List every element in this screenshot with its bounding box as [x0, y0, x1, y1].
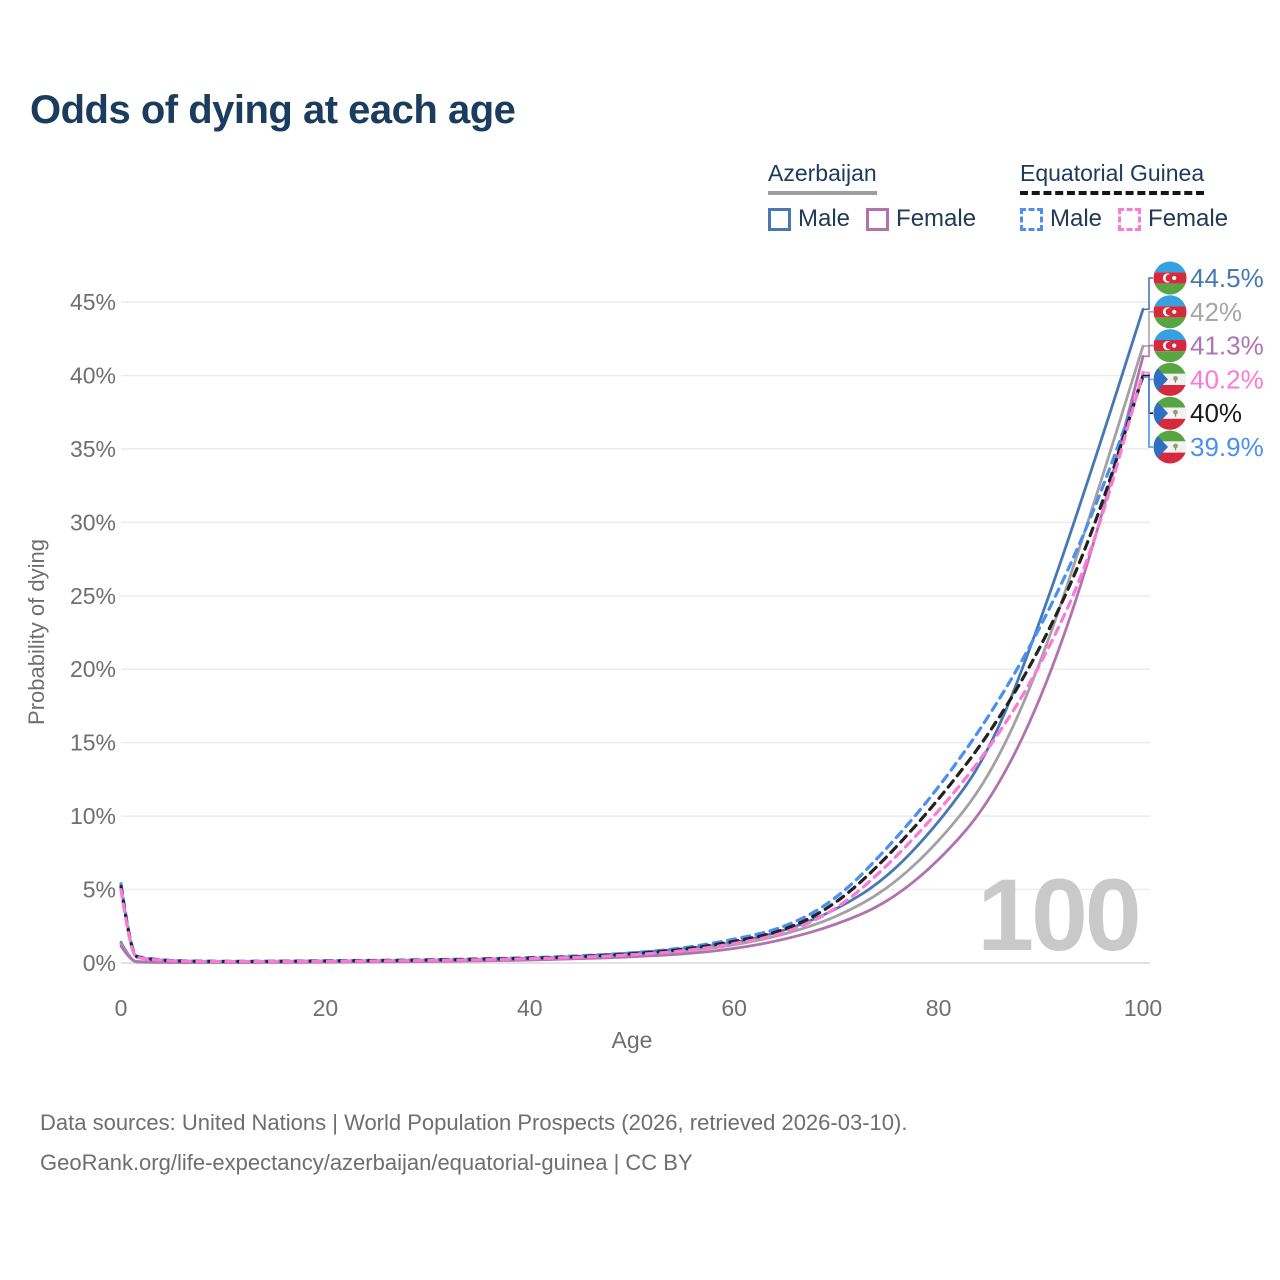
data-source-line: Data sources: United Nations | World Pop… [40, 1110, 908, 1135]
legend-label-equatorial-guinea-female[interactable]: Female [1148, 205, 1229, 232]
legend-label-azerbaijan-male[interactable]: Male [798, 205, 851, 232]
end-label-value-azerbaijan-both-sexes: 42% [1190, 297, 1242, 327]
end-label-value-azerbaijan-male: 44.5% [1190, 263, 1264, 293]
attribution-line: GeoRank.org/life-expectancy/azerbaijan/e… [40, 1150, 693, 1175]
x-tick-label: 0 [115, 995, 128, 1021]
chart-title: Odds of dying at each age [30, 88, 516, 132]
legend-swatch-equatorial-guinea-male[interactable] [1020, 207, 1043, 231]
y-tick-label: 35% [70, 436, 116, 462]
end-label-leader [1143, 344, 1153, 358]
series-line-equatorial-guinea-male [119, 375, 1145, 963]
x-tick-label: 100 [1124, 995, 1162, 1021]
end-label-value-equatorial-guinea-male: 39.9% [1190, 432, 1264, 462]
y-tick-label: 20% [70, 656, 116, 682]
flag-gq-icon [1153, 396, 1187, 430]
watermark-age-100: 100 [977, 858, 1138, 972]
end-label-leader [1143, 311, 1153, 347]
legend-country-equatorial-guinea: Equatorial Guinea [1020, 160, 1205, 195]
series-line-equatorial-guinea-female [119, 370, 1145, 964]
y-tick-label: 10% [70, 803, 116, 829]
flag-az-icon [1153, 261, 1187, 295]
end-label-value-equatorial-guinea-both-sexes: 40% [1190, 398, 1242, 428]
x-tick-label: 60 [721, 995, 747, 1021]
x-tick-label: 80 [926, 995, 952, 1021]
legend-swatch-equatorial-guinea-female[interactable] [1118, 207, 1142, 231]
y-tick-label: 30% [70, 509, 116, 535]
y-axis-title: Probability of dying [24, 539, 49, 725]
y-tick-label: 5% [83, 877, 116, 903]
x-tick-label: 40 [517, 995, 543, 1021]
y-tick-label: 0% [83, 950, 116, 976]
legend-swatch-azerbaijan-male[interactable] [768, 207, 791, 231]
y-tick-label: 15% [70, 730, 116, 756]
y-tick-label: 25% [70, 583, 116, 609]
legend-label-equatorial-guinea-male[interactable]: Male [1050, 205, 1103, 232]
x-tick-label: 20 [313, 995, 339, 1021]
x-axis-title: Age [612, 1027, 653, 1053]
legend-group-azerbaijan: Azerbaijan Male Female [768, 160, 992, 233]
end-label-leader [1143, 374, 1153, 414]
y-tick-label: 40% [70, 362, 116, 388]
end-label-value-equatorial-guinea-female: 40.2% [1190, 364, 1264, 394]
flag-gq-icon [1153, 430, 1187, 464]
chart-plot-area: 0% 5% 10% 15% 20% 25% 30% 35% 40% 45% 0 20 40 60 80 100… [24, 261, 1264, 1053]
legend-country-azerbaijan: Azerbaijan [768, 160, 877, 195]
legend-label-azerbaijan-female[interactable]: Female [896, 205, 977, 232]
flag-az-icon [1153, 295, 1187, 329]
legend-group-equatorial-guinea: Equatorial Guinea Male Female [1020, 160, 1244, 233]
end-label-leader [1143, 277, 1153, 311]
end-label-leader [1143, 376, 1153, 448]
flag-az-icon [1153, 329, 1187, 363]
end-label-value-azerbaijan-female: 41.3% [1190, 331, 1264, 361]
y-tick-label: 45% [70, 289, 116, 315]
flag-gq-icon [1153, 362, 1187, 396]
legend-swatch-azerbaijan-female[interactable] [866, 207, 890, 231]
